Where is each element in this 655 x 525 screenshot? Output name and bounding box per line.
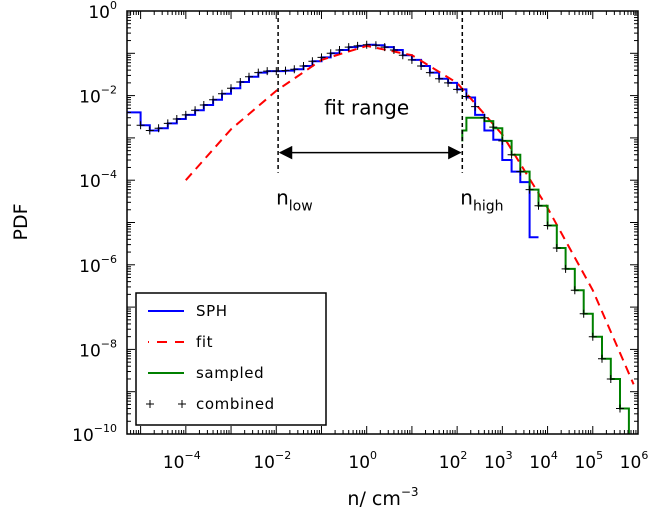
combined-marker (263, 67, 272, 76)
combined-marker (516, 167, 525, 176)
y-tick-label: 10−2 (79, 84, 117, 108)
legend: SPH fit sampled combined (135, 292, 327, 426)
combined-marker (136, 121, 145, 130)
combined-marker (227, 84, 235, 93)
combined-marker (181, 110, 190, 119)
combined-marker (145, 126, 154, 135)
combined-marker (362, 40, 371, 49)
n-high-label: nhigh (460, 185, 503, 214)
combined-marker (353, 41, 362, 50)
legend-label-sampled: sampled (196, 364, 264, 382)
combined-marker (543, 221, 552, 230)
combined-marker (598, 354, 606, 363)
combined-marker (254, 68, 263, 77)
combined-marker (425, 68, 434, 77)
x-tick-label: 103 (484, 449, 513, 473)
x-tick-label: 10−2 (253, 449, 291, 473)
combined-marker (480, 113, 489, 122)
combined-marker (525, 185, 534, 194)
combined-marker (308, 57, 317, 66)
x-tick-label: 100 (348, 449, 377, 473)
x-tick-label: 102 (439, 449, 468, 473)
combined-marker (444, 78, 453, 87)
combined-marker (606, 375, 615, 383)
combined-marker (407, 55, 416, 64)
combined-marker (326, 49, 335, 58)
range-lines (277, 11, 464, 173)
legend-label-sph: SPH (196, 302, 228, 320)
combined-marker (552, 244, 561, 252)
combined-marker (344, 43, 353, 52)
combined-marker (299, 62, 308, 70)
combined-marker (579, 309, 588, 318)
combined-marker (588, 332, 597, 341)
y-axis-label: PDF (10, 203, 32, 240)
x-tick-label: 106 (620, 449, 649, 473)
y-tick-label: 100 (88, 0, 117, 23)
combined-marker (616, 404, 624, 413)
combined-marker (561, 264, 570, 273)
fit-range-label: fit range (324, 95, 409, 119)
combined-marker (199, 101, 208, 109)
x-tick-label: 105 (574, 449, 603, 473)
y-tick-label: 10−8 (79, 337, 117, 361)
combined-marker (489, 123, 498, 132)
n-low-label: nlow (276, 185, 313, 214)
combined-marker (172, 115, 181, 123)
combined-marker (317, 53, 326, 62)
combined-marker (453, 85, 462, 94)
legend-box (135, 292, 327, 426)
combined-marker (154, 124, 163, 133)
combined-marker (272, 67, 281, 76)
combined-marker (218, 89, 226, 98)
combined-marker (335, 46, 344, 54)
combined-marker (534, 201, 543, 210)
combined-marker (435, 74, 444, 83)
legend-swatch-combined (146, 400, 154, 408)
series-sampled-line (461, 116, 630, 434)
series-layer (127, 40, 635, 451)
x-axis-label: n/ cm−3 (347, 485, 418, 510)
y-tick-label: 10−4 (79, 168, 117, 192)
combined-marker (371, 41, 380, 50)
combined-marker (398, 51, 407, 60)
combined-marker (507, 150, 516, 159)
annotations: fit range nlow nhigh (276, 95, 503, 214)
legend-label-combined: combined (196, 395, 275, 413)
combined-marker (625, 443, 633, 451)
combined-marker (380, 43, 389, 52)
combined-marker (389, 46, 398, 54)
combined-marker (471, 102, 480, 111)
combined-marker (163, 119, 172, 128)
combined-marker (245, 72, 253, 81)
combined-marker (462, 92, 471, 101)
combined-marker (236, 78, 245, 86)
series-fit-line (185, 44, 635, 385)
x-tick-label: 10−4 (163, 449, 201, 473)
combined-marker (417, 62, 426, 70)
combined-marker (290, 65, 299, 74)
combined-marker (191, 106, 200, 115)
combined-marker (281, 66, 290, 75)
legend-label-fit: fit (196, 333, 213, 351)
y-tick-label: 10−10 (72, 422, 117, 446)
combined-marker (570, 286, 579, 295)
axis-ticks: 10−4 10−2 100 102 103 104 105 106 100 10−2 10−4 10−… (72, 0, 648, 473)
combined-marker (209, 95, 218, 104)
combined-marker (498, 136, 507, 145)
y-tick-label: 10−6 (79, 253, 117, 277)
x-tick-label: 104 (529, 449, 558, 473)
legend-swatch-combined (178, 400, 186, 408)
